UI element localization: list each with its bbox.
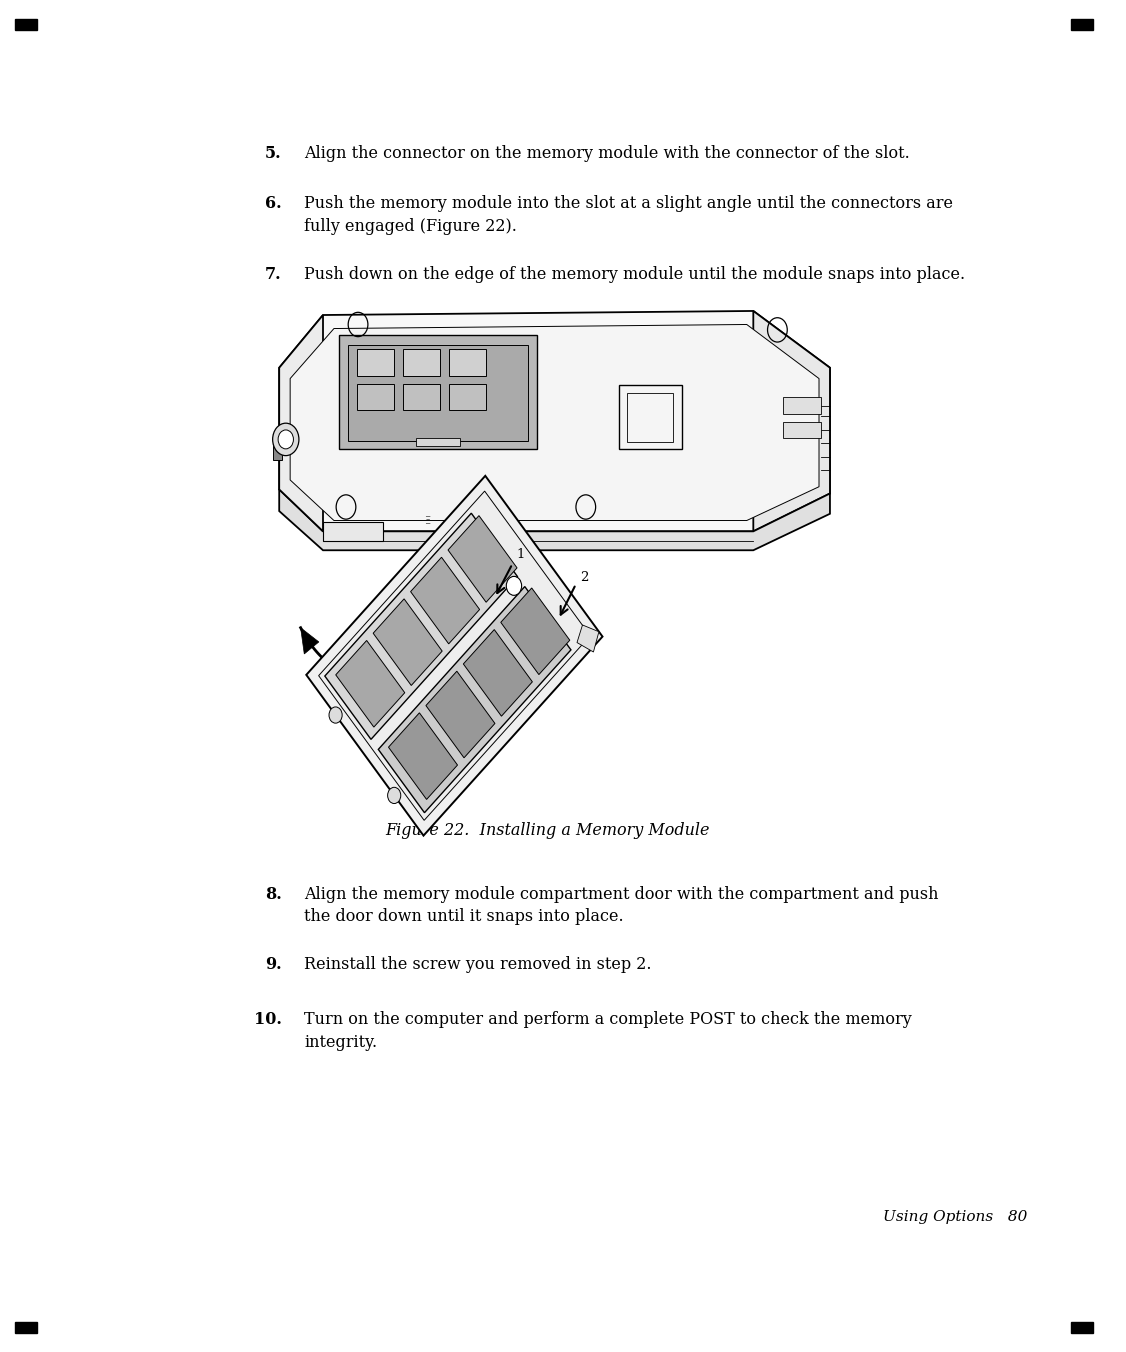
Polygon shape: [336, 641, 404, 727]
Polygon shape: [449, 349, 486, 376]
Polygon shape: [339, 335, 536, 449]
Bar: [16, 1322, 37, 1333]
Text: Figure 22.  Installing a Memory Module: Figure 22. Installing a Memory Module: [385, 822, 709, 840]
Text: Reinstall the screw you removed in step 2.: Reinstall the screw you removed in step …: [304, 956, 652, 973]
Polygon shape: [378, 587, 571, 813]
Polygon shape: [373, 599, 443, 685]
Text: 2: 2: [580, 571, 589, 584]
Text: 6.: 6.: [265, 195, 282, 212]
Polygon shape: [403, 384, 440, 410]
Polygon shape: [348, 345, 528, 441]
Polygon shape: [783, 422, 821, 438]
Polygon shape: [301, 627, 319, 654]
Text: 9.: 9.: [265, 956, 282, 973]
Polygon shape: [323, 522, 383, 541]
Polygon shape: [426, 671, 495, 758]
Polygon shape: [449, 384, 486, 410]
Polygon shape: [411, 557, 480, 644]
Circle shape: [272, 423, 298, 456]
Polygon shape: [291, 324, 819, 521]
Polygon shape: [279, 311, 830, 531]
Polygon shape: [783, 397, 821, 414]
Bar: [16, 19, 37, 30]
Polygon shape: [357, 384, 394, 410]
Text: Ξ: Ξ: [425, 515, 430, 526]
Text: Align the memory module compartment door with the compartment and push
the door : Align the memory module compartment door…: [304, 886, 939, 925]
Text: Push the memory module into the slot at a slight angle until the connectors are
: Push the memory module into the slot at …: [304, 195, 954, 234]
Polygon shape: [279, 489, 830, 550]
Bar: [1071, 1322, 1092, 1333]
Polygon shape: [279, 315, 323, 531]
Polygon shape: [403, 349, 440, 376]
Polygon shape: [577, 625, 599, 652]
Text: 7.: 7.: [265, 266, 282, 284]
Text: 10.: 10.: [254, 1011, 282, 1029]
Polygon shape: [319, 491, 590, 821]
Polygon shape: [324, 514, 518, 740]
Text: Turn on the computer and perform a complete POST to check the memory
integrity.: Turn on the computer and perform a compl…: [304, 1011, 912, 1051]
Text: 5.: 5.: [265, 145, 282, 162]
Text: 1: 1: [517, 548, 525, 561]
Text: Align the connector on the memory module with the connector of the slot.: Align the connector on the memory module…: [304, 145, 910, 162]
Polygon shape: [357, 349, 394, 376]
Polygon shape: [306, 476, 602, 836]
Bar: [1071, 19, 1092, 30]
Polygon shape: [448, 515, 517, 602]
Circle shape: [507, 576, 521, 595]
Polygon shape: [464, 630, 533, 717]
Circle shape: [329, 707, 342, 723]
Polygon shape: [272, 433, 283, 460]
Text: Push down on the edge of the memory module until the module snaps into place.: Push down on the edge of the memory modu…: [304, 266, 965, 284]
Text: 8.: 8.: [265, 886, 282, 903]
Text: Using Options   80: Using Options 80: [883, 1210, 1027, 1224]
Circle shape: [278, 430, 294, 449]
Polygon shape: [501, 588, 570, 675]
Polygon shape: [417, 438, 459, 446]
Circle shape: [387, 787, 401, 803]
Polygon shape: [753, 311, 830, 531]
Polygon shape: [388, 713, 457, 799]
